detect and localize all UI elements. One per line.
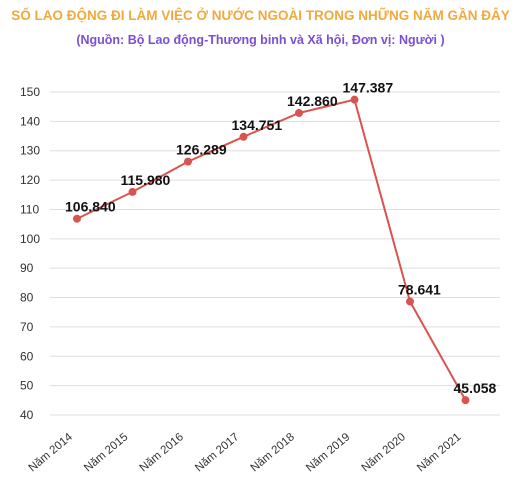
y-tick-label: 150 [20,85,40,99]
y-tick-label: 80 [20,291,34,305]
data-point [184,157,192,166]
x-tick-label: Năm 2019 [304,431,352,474]
data-point [350,95,359,104]
series-line-path [76,98,467,401]
data-label: 78.641 [398,282,441,298]
chart-subtitle: (Nguồn: Bộ Lao động-Thương binh và Xã hộ… [76,33,445,47]
y-tick-label: 110 [20,202,39,216]
x-tick-label: Năm 2021 [415,431,463,474]
x-tick-label: Năm 2018 [249,431,297,474]
y-tick-label: 70 [20,320,34,334]
y-tick-label: 100 [20,232,40,246]
data-label: 106.840 [65,199,116,215]
y-tick-label: 120 [20,173,40,187]
data-label: 126.289 [176,142,227,158]
data-point [406,297,414,306]
x-tick-label: Năm 2017 [193,431,241,474]
data-point [239,132,248,141]
y-tick-label: 50 [20,379,34,393]
y-axis: 40 50 60 70 80 90 100 110 120 130 140 150 [20,85,40,422]
x-tick-label: Năm 2015 [82,431,130,474]
y-tick-label: 130 [20,144,40,158]
y-tick-label: 90 [20,261,34,275]
x-tick-label: Năm 2014 [27,431,76,475]
series-line [73,95,470,405]
x-tick-label: Năm 2016 [138,431,186,474]
x-tick-label: Năm 2020 [360,431,408,474]
data-label: 115.980 [121,172,171,188]
y-tick-label: 140 [20,114,40,128]
data-point [73,214,81,223]
data-label: 147.387 [343,80,394,96]
chart-title: SỐ LAO ĐỘNG ĐI LÀM VIỆC Ở NƯỚC NGOÀI TRO… [11,8,510,23]
data-point [295,108,303,117]
y-tick-label: 40 [20,408,34,422]
data-point [128,187,137,196]
data-point [461,396,470,405]
data-label: 134.751 [232,117,283,133]
data-label: 45.058 [454,380,497,396]
data-label: 142.860 [287,93,338,109]
x-axis: Năm 2014 Năm 2015 Năm 2016 Năm 2017 Năm 2018… [27,431,464,475]
gridlines [50,91,500,416]
y-tick-label: 60 [20,349,34,363]
